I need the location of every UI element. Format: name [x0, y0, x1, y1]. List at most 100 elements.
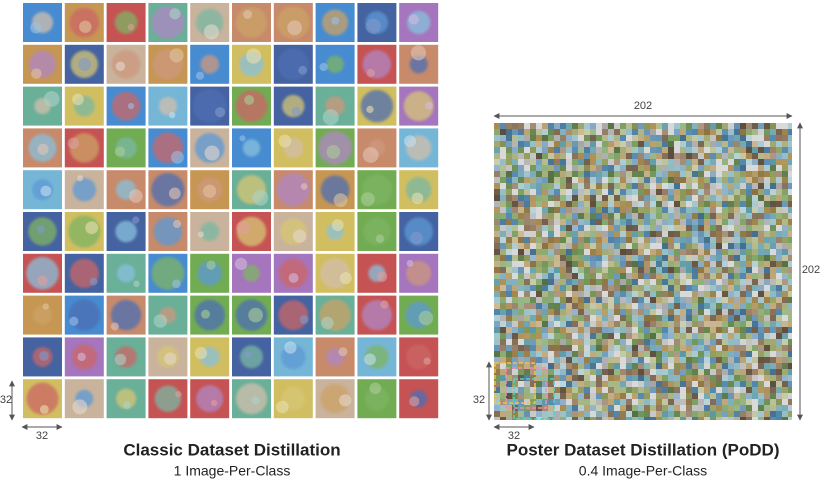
- poster-texture: [758, 279, 765, 286]
- poster-texture: [608, 243, 615, 250]
- poster-texture: [500, 393, 507, 400]
- poster-texture: [740, 135, 747, 142]
- poster-texture: [674, 177, 681, 184]
- poster-texture: [500, 159, 507, 166]
- poster-texture: [770, 237, 777, 244]
- poster-texture: [722, 399, 729, 406]
- poster-texture: [656, 297, 663, 304]
- poster-texture: [686, 297, 693, 304]
- poster-texture: [608, 405, 615, 412]
- poster-texture: [728, 285, 735, 292]
- image-texture: [169, 111, 176, 119]
- poster-texture: [764, 339, 771, 346]
- poster-texture: [578, 393, 585, 400]
- poster-texture: [692, 381, 699, 388]
- poster-texture: [650, 393, 657, 400]
- poster-texture: [656, 249, 663, 256]
- poster-texture: [788, 129, 792, 136]
- poster-texture: [494, 321, 501, 328]
- poster-texture: [584, 381, 591, 388]
- poster-texture: [572, 255, 579, 262]
- poster-texture: [614, 285, 621, 292]
- poster-texture: [524, 279, 531, 286]
- poster-texture: [638, 333, 645, 340]
- poster-texture: [668, 129, 675, 136]
- poster-texture: [524, 207, 531, 214]
- poster-texture: [746, 327, 753, 334]
- poster-texture: [548, 147, 555, 154]
- poster-texture: [764, 159, 771, 166]
- poster-texture: [656, 195, 663, 202]
- poster-texture: [740, 411, 747, 418]
- image-texture: [331, 16, 340, 25]
- poster-texture: [698, 351, 705, 358]
- poster-texture: [566, 159, 573, 166]
- poster-texture: [746, 219, 753, 226]
- poster-texture: [572, 363, 579, 370]
- poster-texture: [698, 195, 705, 202]
- poster-texture: [572, 171, 579, 178]
- poster-texture: [626, 219, 633, 226]
- poster-texture: [716, 225, 723, 232]
- poster-texture: [554, 321, 561, 328]
- distilled-image: [357, 170, 397, 210]
- poster-texture: [548, 417, 555, 420]
- poster-texture: [668, 291, 675, 298]
- poster-texture: [680, 255, 687, 262]
- poster-texture: [716, 183, 723, 190]
- poster-texture: [656, 171, 663, 178]
- poster-texture: [572, 123, 579, 130]
- poster-texture: [530, 165, 537, 172]
- poster-texture: [644, 213, 651, 220]
- poster-texture: [788, 279, 792, 286]
- poster-texture: [626, 273, 633, 280]
- poster-texture: [548, 201, 555, 208]
- distilled-image: [23, 379, 62, 419]
- poster-texture: [782, 231, 789, 238]
- poster-texture: [728, 279, 735, 286]
- poster-texture: [506, 303, 513, 310]
- poster-texture: [524, 315, 531, 322]
- poster-texture: [578, 255, 585, 262]
- poster-texture: [500, 315, 507, 322]
- poster-texture: [518, 297, 525, 304]
- poster-texture: [758, 201, 765, 208]
- poster-texture: [518, 147, 525, 154]
- poster-texture: [788, 201, 792, 208]
- poster-texture: [710, 405, 717, 412]
- poster-texture: [764, 411, 771, 418]
- poster-texture: [602, 345, 609, 352]
- poster-texture: [668, 243, 675, 250]
- poster-texture: [536, 315, 543, 322]
- poster-texture: [686, 399, 693, 406]
- poster-texture: [638, 219, 645, 226]
- distilled-image: [232, 170, 271, 210]
- poster-texture: [512, 279, 519, 286]
- poster-texture: [782, 237, 789, 244]
- poster-texture: [740, 177, 747, 184]
- poster-texture: [752, 345, 759, 352]
- image-texture: [236, 221, 250, 235]
- poster-texture: [764, 399, 771, 406]
- poster-texture: [722, 393, 729, 400]
- poster-texture: [716, 255, 723, 262]
- poster-texture: [734, 213, 741, 220]
- poster-texture: [680, 189, 687, 196]
- poster-texture: [590, 417, 597, 420]
- poster-texture: [686, 147, 693, 154]
- poster-texture: [644, 417, 651, 420]
- poster-texture: [674, 135, 681, 142]
- poster-texture: [572, 129, 579, 136]
- poster-texture: [518, 321, 525, 328]
- poster-texture: [704, 315, 711, 322]
- poster-texture: [722, 237, 729, 244]
- distilled-image: [148, 170, 188, 210]
- poster-texture: [746, 129, 753, 136]
- poster-texture: [788, 141, 792, 148]
- poster-texture: [548, 177, 555, 184]
- poster-texture: [500, 387, 507, 394]
- image-texture: [42, 303, 49, 310]
- image-texture: [171, 150, 184, 164]
- poster-texture: [782, 165, 789, 172]
